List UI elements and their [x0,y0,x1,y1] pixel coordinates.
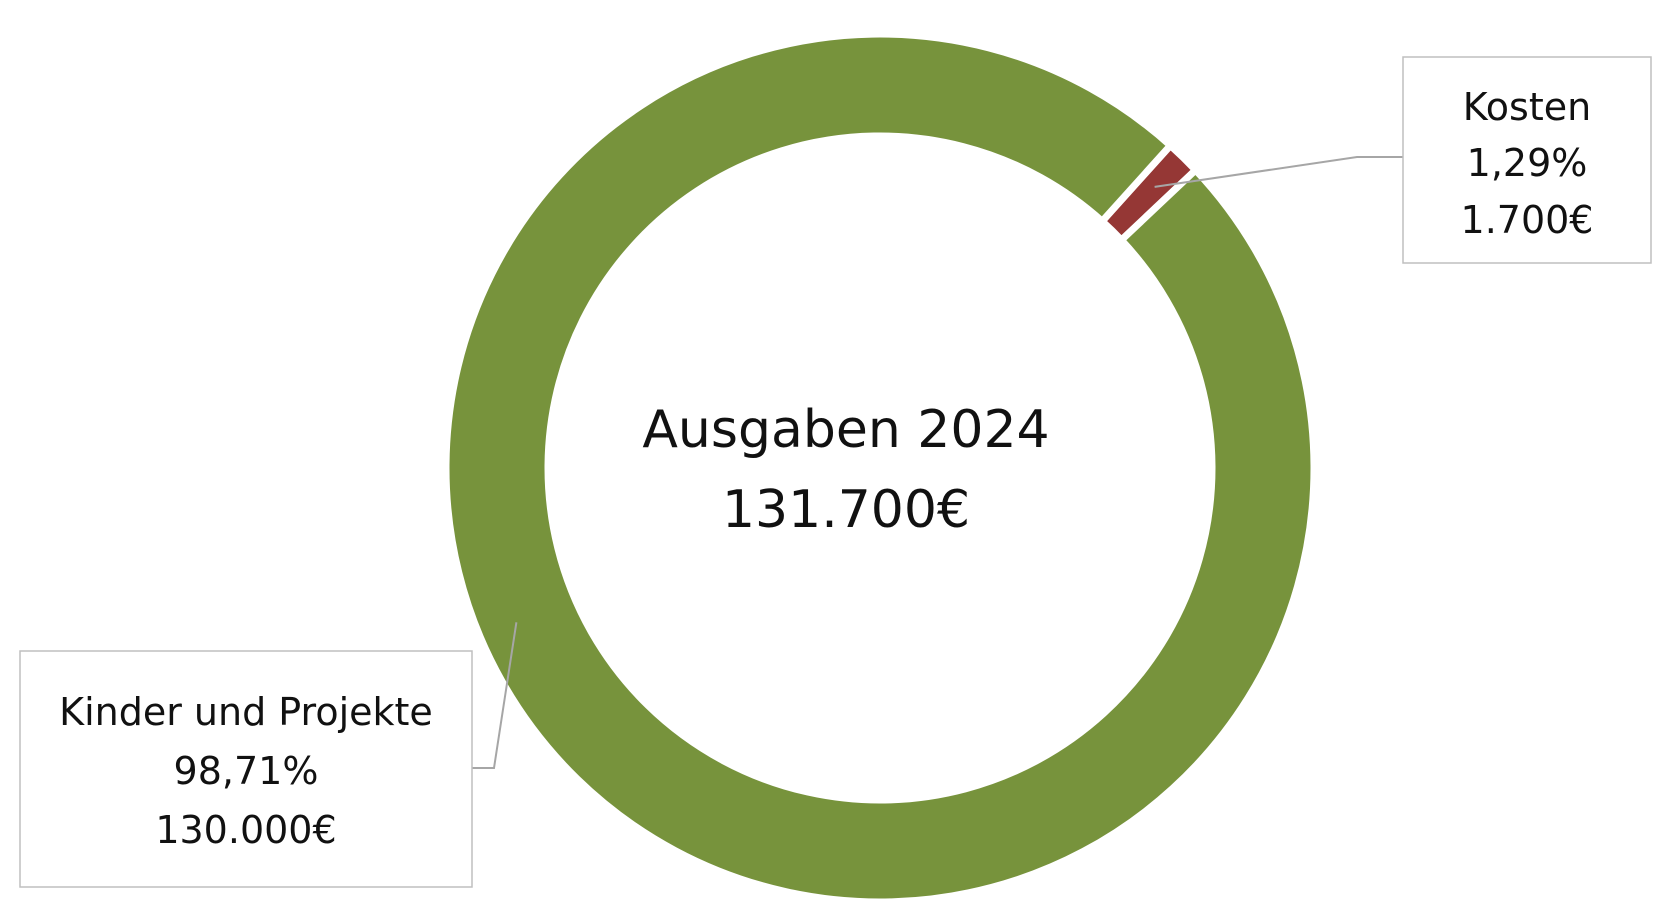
leader-line-kinder [472,622,518,769]
slice-label-kinder: Kinder und Projekte [59,690,433,734]
slice-value-kinder: 130.000€ [155,808,336,852]
donut-slice-kinder [442,30,1318,906]
callout-box-kinder [19,650,473,888]
chart-total: 131.700€ [722,480,970,540]
callout-kinder: Kinder und Projekte 98,71% 130.000€ [19,650,473,888]
callout-leaders [472,156,1403,769]
slice-label-kosten: Kosten [1463,85,1591,129]
callout-box-kosten [1402,56,1652,264]
slice-percent-kinder: 98,71% [174,749,319,793]
slice-percent-kosten: 1,29% [1467,141,1588,185]
chart-title: Ausgaben 2024 [642,400,1049,460]
slice-value-kosten: 1.700€ [1461,198,1594,242]
callout-kosten: Kosten 1,29% 1.700€ [1402,56,1652,264]
donut-slices [442,30,1318,906]
leader-line-kosten [1154,156,1403,188]
